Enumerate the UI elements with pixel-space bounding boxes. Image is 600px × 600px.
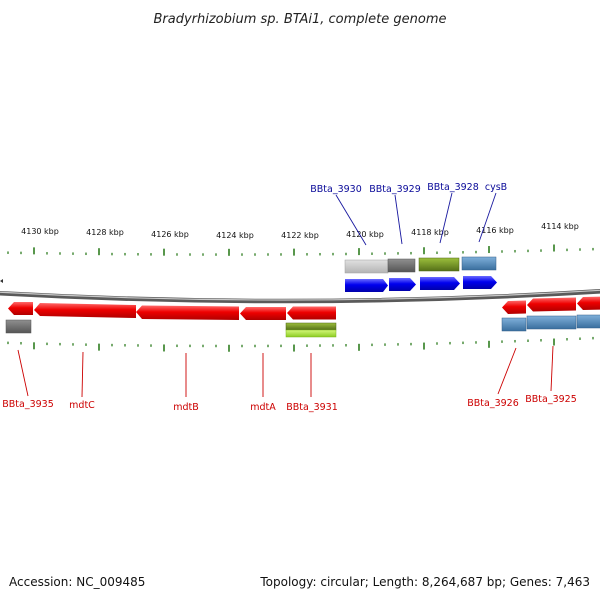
gene-label-bbta-3925[interactable]: BBta_3925 <box>525 394 577 405</box>
gene-arrow-reverse[interactable] <box>240 307 286 320</box>
scale-label: 4130 kbp <box>21 227 59 236</box>
scale-label: 4124 kbp <box>216 231 254 240</box>
scale-label: 4116 kbp <box>476 226 514 235</box>
gene-arrow-forward[interactable] <box>345 279 388 292</box>
gene-label-bbta-3929[interactable]: BBta_3929 <box>369 184 421 195</box>
gene-arrow-reverse[interactable] <box>136 305 239 321</box>
scale-label: 4120 kbp <box>346 230 384 239</box>
scale-labels: 4130 kbp 4128 kbp 4126 kbp 4124 kbp 4122… <box>21 222 579 240</box>
gene-label-bbta-3926[interactable]: BBta_3926 <box>467 398 519 409</box>
gene-arrow-reverse[interactable] <box>577 296 600 311</box>
feature-track-top <box>344 256 497 274</box>
feature-block[interactable] <box>501 317 527 332</box>
feature-track-bottom <box>5 314 600 338</box>
genome-backbone-highlight <box>0 289 600 301</box>
gene-label-bbta-3935[interactable]: BBta_3935 <box>2 399 54 410</box>
gene-arrow-forward[interactable] <box>389 278 416 291</box>
gene-label-mdtc[interactable]: mdtC <box>69 400 95 411</box>
feature-block[interactable] <box>526 315 577 330</box>
feature-block[interactable] <box>576 314 600 329</box>
gene-label-mdtb[interactable]: mdtB <box>173 402 199 413</box>
offscreen-arrow-left <box>0 279 3 283</box>
gene-arrow-reverse[interactable] <box>527 297 576 312</box>
scale-label: 4126 kbp <box>151 230 189 239</box>
genome-summary-text: Topology: circular; Length: 8,264,687 bp… <box>259 575 590 589</box>
label-leader <box>478 192 497 243</box>
gene-arrow-reverse[interactable] <box>34 303 136 318</box>
gene-arrow-reverse[interactable] <box>8 302 33 315</box>
genome-backbone <box>0 289 600 304</box>
gene-label-bbta-3930[interactable]: BBta_3930 <box>310 184 362 195</box>
scale-ticks-bottom <box>7 336 594 352</box>
gene-arrow-forward[interactable] <box>463 276 497 289</box>
reverse-genes <box>8 296 600 321</box>
gene-label-bbta-3931[interactable]: BBta_3931 <box>286 402 338 413</box>
label-leader <box>497 347 517 395</box>
label-leader <box>550 345 554 392</box>
bottom-gene-labels: BBta_3935 mdtC mdtB mdtA BBta_3931 BBta_… <box>2 345 577 413</box>
label-leader <box>394 194 403 245</box>
scale-ticks-top <box>7 244 594 256</box>
scale-label: 4118 kbp <box>411 228 449 237</box>
scale-label: 4114 kbp <box>541 222 579 231</box>
forward-genes <box>345 276 497 292</box>
gene-arrow-reverse[interactable] <box>502 300 526 315</box>
gene-arrow-forward[interactable] <box>420 277 460 290</box>
feature-block[interactable] <box>387 258 416 273</box>
feature-block[interactable] <box>418 257 460 272</box>
feature-block[interactable] <box>285 322 337 331</box>
gene-label-cysb[interactable]: cysB <box>485 182 507 193</box>
gene-label-mdta[interactable]: mdtA <box>250 402 276 413</box>
gene-label-bbta-3928[interactable]: BBta_3928 <box>427 182 479 193</box>
gene-arrow-reverse[interactable] <box>287 306 336 320</box>
label-leader <box>81 351 84 398</box>
scale-label: 4128 kbp <box>86 228 124 237</box>
top-gene-labels: BBta_3930 BBta_3929 BBta_3928 cysB <box>310 182 507 246</box>
feature-block[interactable] <box>5 319 32 334</box>
scale-label: 4122 kbp <box>281 231 319 240</box>
label-leader <box>335 194 367 246</box>
feature-block[interactable] <box>461 256 497 271</box>
label-leader <box>439 192 453 244</box>
genome-title: Bradyrhizobium sp. BTAi1, complete genom… <box>153 12 446 27</box>
feature-block[interactable] <box>285 329 337 338</box>
accession-text: Accession: NC_009485 <box>9 575 145 589</box>
label-leader <box>17 349 29 397</box>
feature-block[interactable] <box>344 259 389 274</box>
